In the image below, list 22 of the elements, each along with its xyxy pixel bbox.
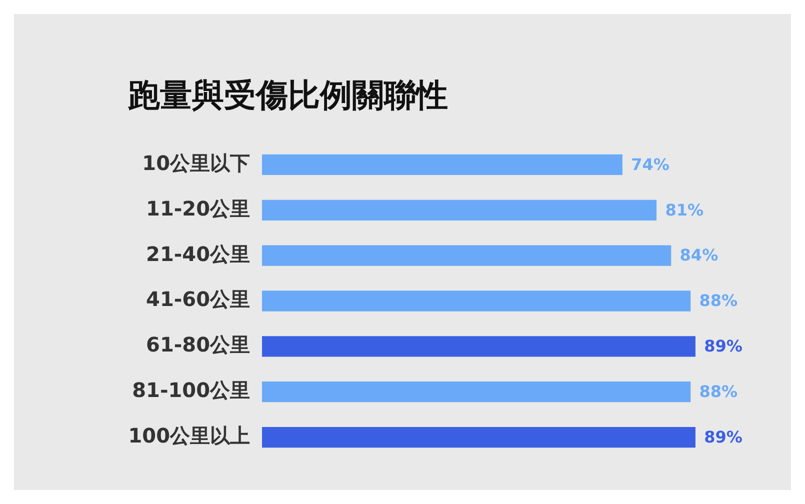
y-tick-label: 10公里以下 [142,150,250,175]
bar [262,200,657,220]
bar [262,290,691,312]
y-tick-label: 21-40公里 [146,242,250,266]
data-label: 89% [704,336,742,356]
data-label: 84% [680,246,718,265]
data-label: 81% [665,200,704,220]
bar [262,336,696,357]
bar [262,426,696,448]
y-tick-label: 100公里以上 [128,423,250,448]
bar [262,154,622,176]
y-tick-label: 81-100公里 [132,378,250,402]
data-label: 74% [631,154,670,174]
data-label: 88% [699,382,738,402]
y-tick-label: 61-80公里 [146,332,250,357]
y-tick-label: 41-60公里 [146,287,250,312]
bar [262,382,691,402]
data-label: 89% [704,427,742,446]
bar [262,245,672,266]
chart-title: 跑量與受傷比例關聯性 [128,75,448,116]
data-label: 88% [699,291,738,310]
y-tick-label: 11-20公里 [146,196,250,220]
